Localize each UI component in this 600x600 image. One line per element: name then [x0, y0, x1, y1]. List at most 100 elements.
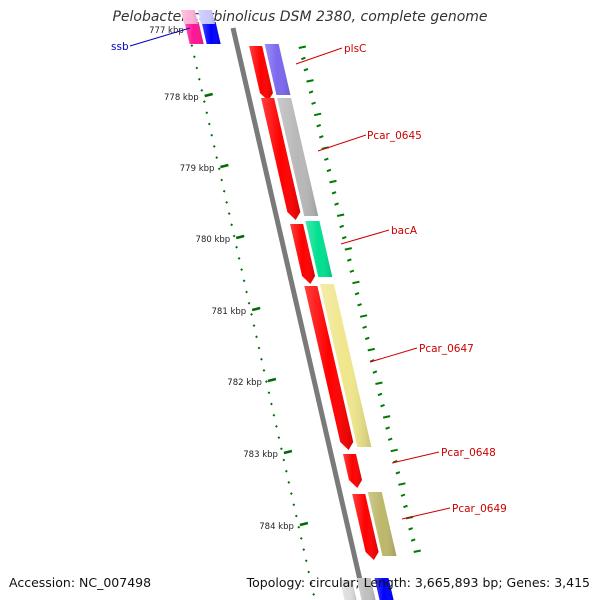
scale-minor-tick [242, 279, 246, 283]
gene-Pcar_0645-arrow[interactable] [261, 98, 301, 220]
scale-tick-label: 783 kbp [243, 450, 278, 460]
gene-label-Pcar_0647[interactable]: Pcar_0647 [419, 343, 474, 355]
feature-tick [377, 392, 383, 397]
feature-tick [341, 235, 347, 240]
scale-minor-tick [207, 122, 211, 126]
scale-minor-tick [267, 391, 271, 395]
scale-minor-tick [304, 559, 308, 563]
scale-minor-tick [210, 133, 214, 137]
genome-summary-text: Topology: circular; Length: 3,665,893 bp… [246, 575, 590, 590]
gene-features[interactable] [180, 10, 397, 600]
gene-label-Pcar_0645[interactable]: Pcar_0645 [367, 130, 422, 142]
scale-tick-label: 778 kbp [164, 93, 199, 103]
gene-label-bacA[interactable]: bacA [391, 225, 418, 237]
scale-major-tick [235, 234, 245, 240]
feature-tick [303, 67, 309, 72]
feature-tick [339, 224, 345, 229]
feature-tick [357, 303, 362, 307]
scale-major-tick [220, 163, 229, 169]
feature-tick [346, 258, 352, 262]
scale-minor-tick [294, 514, 298, 518]
feature-tick [308, 90, 314, 94]
feature-tick [334, 202, 339, 206]
feature-tick [352, 280, 360, 285]
scale-minor-tick [232, 234, 236, 238]
scale-minor-tick [197, 77, 201, 81]
scale-minor-tick [247, 301, 251, 305]
gene-Pcar_0647-arrow[interactable] [304, 286, 354, 450]
gene-label-Pcar_0649[interactable]: Pcar_0649 [452, 503, 507, 515]
scale-tick-label: 779 kbp [180, 164, 215, 174]
gene-Pcar_0649-cog-block[interactable] [367, 492, 397, 556]
feature-tick [367, 347, 375, 352]
feature-tick [382, 415, 391, 419]
feature-tick [313, 112, 322, 117]
scale-minor-tick [282, 458, 286, 462]
feature-tick [318, 135, 324, 139]
scale-minor-tick [200, 89, 204, 92]
scale-tick-label: 780 kbp [196, 235, 231, 245]
feature-tick [372, 370, 378, 374]
gene-label-Pcar_0648[interactable]: Pcar_0648 [441, 447, 496, 459]
feature-tick [403, 504, 408, 509]
scale-major-tick [204, 92, 213, 98]
scale-minor-tick [230, 223, 234, 227]
scale-major-tick [299, 521, 309, 527]
scale-minor-tick [277, 436, 281, 439]
gene-leader-line [129, 27, 191, 47]
scale-minor-tick [272, 413, 276, 417]
scale-minor-tick [284, 469, 288, 473]
feature-tick [385, 426, 390, 430]
gene-leader-line [295, 47, 343, 65]
scale-minor-tick [205, 111, 209, 115]
gene-partial-blue-block[interactable] [374, 578, 394, 600]
gene-leader-line [340, 229, 390, 245]
scale-minor-tick [260, 357, 263, 361]
accession-text: Accession: NC_007498 [9, 575, 152, 590]
feature-tick [336, 213, 345, 217]
scale-minor-tick [220, 178, 224, 182]
scale-minor-tick [245, 290, 248, 294]
gene-Pcar_0649-arrow[interactable] [352, 494, 379, 560]
gene-ssb-block[interactable] [184, 22, 204, 44]
scale-minor-tick [307, 570, 311, 574]
scale-tick-label: 777 kbp [149, 26, 184, 36]
feature-tick [362, 325, 368, 329]
gene-plsC-cog-block[interactable] [264, 44, 291, 95]
gene-ssb-cog-upper-block[interactable] [197, 10, 216, 24]
gene-plsC-arrow[interactable] [249, 46, 273, 101]
gene-label-ssb[interactable]: ssb [111, 41, 129, 53]
scale-minor-tick [252, 324, 256, 327]
scale-labels: 777 kbp 778 kbp 779 kbp 780 kbp 781 kbp 782 k… [149, 26, 294, 532]
scale-minor-tick [309, 581, 313, 585]
gene-ssb-upper-block[interactable] [180, 10, 199, 24]
scale-minor-tick [289, 492, 293, 495]
gene-ssb-cog-block[interactable] [201, 22, 221, 44]
gene-labels: ssb plsC Pcar_0645 bacA Pcar_0647 Pcar_0648 Pc… [111, 27, 507, 520]
scale-minor-tick [192, 55, 196, 59]
gene-partial-light-block[interactable] [340, 580, 357, 600]
scale-minor-tick [275, 425, 278, 428]
scale-major-tick [283, 449, 293, 455]
feature-tick [316, 123, 322, 128]
scale-tick-label: 781 kbp [212, 307, 247, 317]
feature-tick [306, 79, 314, 83]
feature-tick [326, 168, 332, 173]
gene-bacA-arrow[interactable] [290, 224, 316, 284]
gene-label-plsC[interactable]: plsC [344, 43, 366, 55]
gene-leader-line [317, 134, 367, 152]
gene-leader-line [369, 347, 418, 363]
feature-tick [324, 157, 329, 161]
scale-minor-tick [270, 402, 273, 406]
scale-minor-tick [287, 481, 291, 484]
gene-Pcar_0645-cog-block[interactable] [277, 98, 319, 216]
gene-Pcar_0648-arrow[interactable] [343, 454, 362, 488]
scale-minor-tick [255, 335, 258, 339]
feature-tick [298, 45, 307, 49]
scale-minor-tick [195, 66, 199, 70]
gene-partial-grey-block[interactable] [356, 578, 376, 600]
feature-tick [301, 56, 306, 61]
gene-bacA-cog-block[interactable] [305, 221, 333, 277]
gene-Pcar_0647-cog-block[interactable] [319, 284, 372, 447]
